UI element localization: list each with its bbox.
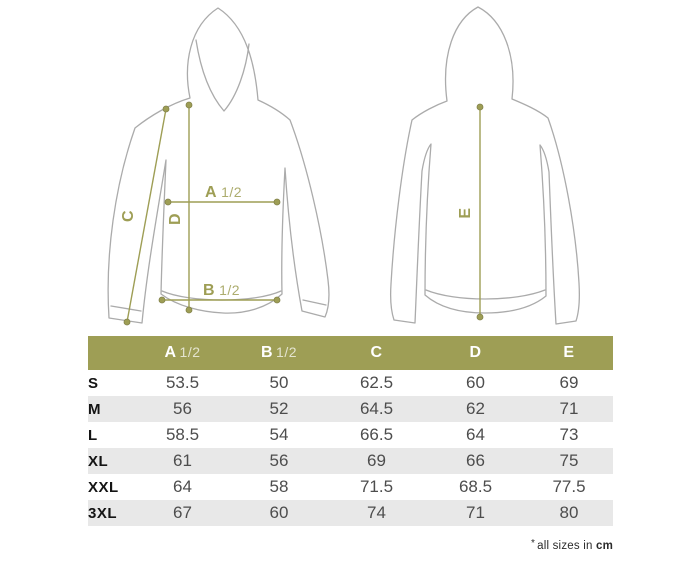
value-cell: 58.5 [165, 425, 200, 444]
hoodie-back-diagram: E [389, 6, 581, 325]
footnote-text: all sizes in [537, 540, 593, 552]
value-cell: 74 [367, 503, 386, 522]
value-cell: 75 [559, 451, 579, 470]
size-table: A 1/2 B 1/2 C D E S 53.5 50 62.5 60 69 M 5… [88, 336, 613, 526]
value-cell: 56 [269, 451, 289, 470]
value-cell: 80 [559, 503, 579, 522]
column-header-d: D [426, 336, 525, 370]
right-cuff-seam-line [302, 299, 327, 306]
column-header-c: C [327, 336, 426, 370]
value-cell: 68.5 [458, 477, 493, 496]
measurement-dot [185, 101, 193, 109]
column-fraction: 1/2 [276, 344, 298, 360]
measurement-dot [476, 103, 484, 111]
value-cell: 64 [173, 477, 192, 496]
measurement-label-e: E [457, 207, 474, 218]
column-letter: B [260, 344, 274, 361]
value-cell: 54 [269, 425, 289, 444]
column-header-b: B 1/2 [231, 336, 327, 370]
value-cell: 61 [173, 451, 192, 470]
column-fraction: 1/2 [179, 344, 201, 360]
size-cell: XXL [88, 478, 119, 496]
value-cell: 60 [466, 373, 485, 392]
column-letter: A [164, 344, 177, 361]
value-cell: 53.5 [165, 373, 200, 392]
measurement-dot [273, 198, 281, 206]
column-header-a: A 1/2 [134, 336, 231, 370]
hood-opening-line [195, 39, 250, 112]
measurement-dot [273, 296, 281, 304]
table-row-m: M 56 52 64.5 62 71 [88, 396, 613, 422]
value-cell: 62 [466, 399, 485, 418]
value-cell: 56 [173, 399, 192, 418]
table-row-xxl: XXL 64 58 71.5 68.5 77.5 [88, 474, 613, 500]
size-cell: 3XL [88, 504, 118, 522]
hem-seam-line [425, 289, 546, 300]
value-cell: 64.5 [359, 399, 394, 418]
measurement-dot [123, 318, 131, 326]
column-header-e: E [525, 336, 613, 370]
measurement-label-d: D [167, 213, 184, 225]
column-letter: C [370, 344, 383, 361]
footnote-unit: cm [595, 540, 613, 552]
measurement-dot [158, 296, 166, 304]
value-cell: 73 [559, 425, 579, 444]
value-cell: 52 [269, 399, 289, 418]
measurement-line-c [126, 108, 167, 323]
table-header-row: A 1/2 B 1/2 C D E [88, 336, 613, 370]
measurement-label-b: B 1/2 [203, 282, 240, 299]
left-cuff-seam-line [110, 305, 142, 312]
value-cell: 71 [559, 399, 579, 418]
hoodie-front-outline [107, 7, 330, 324]
value-cell: 58 [269, 477, 289, 496]
hoodie-back-outline [389, 6, 581, 325]
table-row-s: S 53.5 50 62.5 60 69 [88, 370, 613, 396]
footnote-asterisk: * [531, 538, 536, 549]
size-cell: XL [88, 452, 109, 470]
size-cell: M [88, 400, 101, 418]
footnote: * all sizes in cm [531, 538, 613, 552]
value-cell: 64 [466, 425, 485, 444]
table-row-xl: XL 61 56 69 66 75 [88, 448, 613, 474]
value-cell: 69 [559, 373, 579, 392]
value-cell: 60 [269, 503, 289, 522]
measurement-dot [185, 306, 193, 314]
value-cell: 62.5 [359, 373, 394, 392]
measurement-label-c: C [120, 210, 137, 222]
value-cell: 71.5 [359, 477, 394, 496]
value-cell: 67 [173, 503, 192, 522]
hoodie-front-diagram: C D A 1/2 B 1/2 [107, 7, 330, 326]
measurement-dot [164, 198, 172, 206]
value-cell: 50 [269, 373, 289, 392]
column-letter: E [563, 344, 575, 361]
measurement-dot [162, 105, 170, 113]
size-cell: S [88, 374, 99, 392]
value-cell: 66.5 [359, 425, 394, 444]
table-row-3xl: 3XL 67 60 74 71 80 [88, 500, 613, 526]
table-row-l: L 58.5 54 66.5 64 73 [88, 422, 613, 448]
value-cell: 66 [466, 451, 485, 470]
value-cell: 71 [466, 503, 485, 522]
header-empty-cell [88, 336, 134, 370]
column-letter: D [469, 344, 482, 361]
measurement-dot [476, 313, 484, 321]
size-cell: L [88, 426, 98, 444]
value-cell: 77.5 [552, 477, 586, 496]
measurement-label-a: A 1/2 [205, 184, 242, 201]
value-cell: 69 [367, 451, 386, 470]
